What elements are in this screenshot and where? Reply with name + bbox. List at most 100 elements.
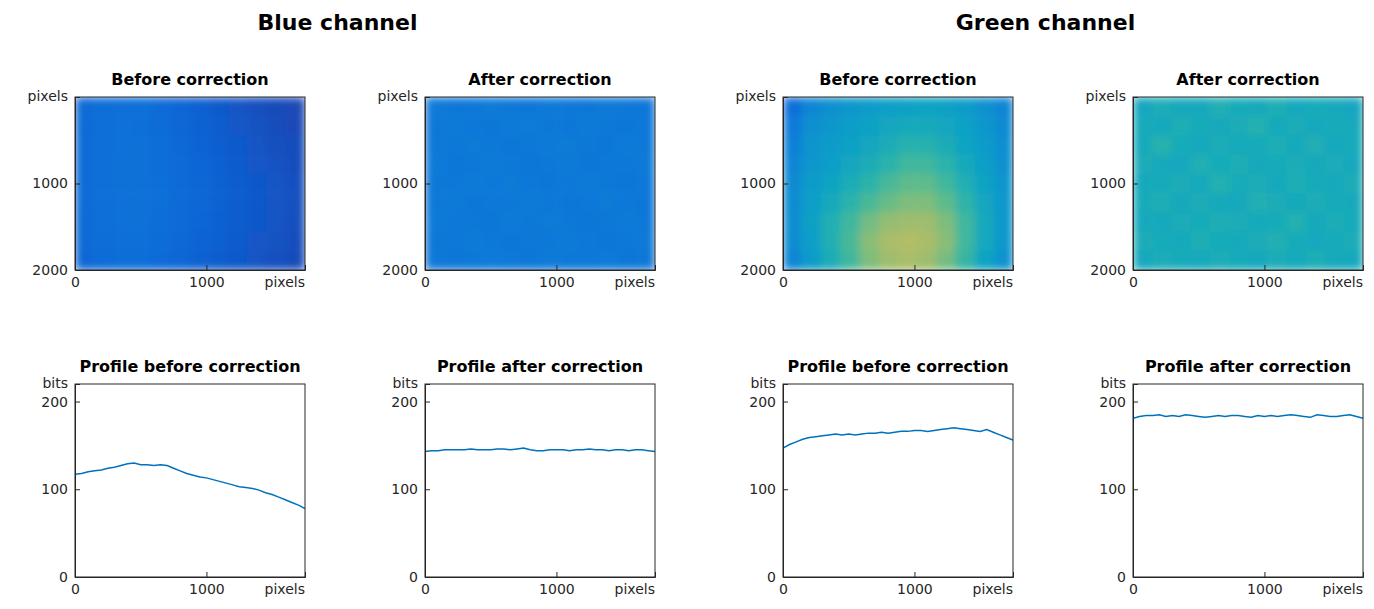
cell — [444, 174, 464, 194]
cell — [898, 135, 918, 155]
tick-mark — [75, 402, 80, 403]
cell — [1210, 174, 1230, 194]
panel: 010000100200pixelsbitsProfile after corr… — [1099, 357, 1363, 597]
axis-line — [1134, 265, 1364, 271]
cell — [152, 193, 172, 213]
cell — [286, 232, 305, 252]
cell — [1344, 193, 1363, 213]
cell — [1152, 193, 1172, 213]
cell — [171, 251, 191, 270]
cell — [1229, 135, 1249, 155]
tick: 1000 — [189, 265, 225, 290]
cell — [94, 212, 114, 232]
cell — [1286, 174, 1306, 194]
cell — [248, 116, 268, 136]
cell — [636, 174, 655, 194]
cell — [1344, 97, 1363, 117]
cell — [209, 251, 229, 270]
cell — [113, 212, 133, 232]
cell — [1344, 251, 1363, 270]
cell — [444, 135, 464, 155]
plot-area — [1133, 415, 1363, 419]
cell — [286, 193, 305, 213]
tick-label: 0 — [779, 581, 788, 597]
cell — [1152, 232, 1172, 252]
tick: 2000 — [740, 262, 788, 278]
cell — [1191, 97, 1211, 117]
cell — [821, 116, 841, 136]
cell — [917, 135, 937, 155]
cell — [917, 155, 937, 175]
tick-label: 0 — [779, 274, 788, 290]
cell — [444, 97, 464, 117]
tick-mark — [425, 184, 430, 185]
cell — [483, 232, 503, 252]
cell — [1171, 193, 1191, 213]
image — [1133, 97, 1363, 270]
tick: 1000 — [740, 175, 788, 191]
cell — [841, 251, 861, 270]
y-axis: 0100200 — [1099, 385, 1138, 585]
cell — [578, 193, 598, 213]
cell — [228, 232, 248, 252]
cell — [860, 135, 880, 155]
cell — [75, 97, 95, 117]
cell — [286, 135, 305, 155]
cell — [1229, 155, 1249, 175]
cell — [879, 97, 899, 117]
panel: 0100010002000pixelspixelsAfter correctio… — [1086, 70, 1364, 290]
cell — [425, 212, 445, 232]
tick: 0 — [409, 569, 430, 585]
cell — [1133, 232, 1153, 252]
cell — [1171, 135, 1191, 155]
cell — [598, 193, 618, 213]
cell — [463, 251, 483, 270]
cell — [521, 174, 541, 194]
cell — [975, 155, 995, 175]
cell — [502, 174, 522, 194]
cell — [209, 116, 229, 136]
tick-mark — [1264, 572, 1265, 577]
cell — [171, 155, 191, 175]
cell — [483, 155, 503, 175]
cell — [502, 212, 522, 232]
panel: 0100010002000pixelspixelsBefore correcti… — [28, 70, 306, 290]
panel-title: Profile after correction — [1145, 357, 1351, 376]
cell — [879, 155, 899, 175]
cell — [841, 97, 861, 117]
tick-mark — [425, 577, 430, 578]
cell — [248, 155, 268, 175]
y-axis-title: bits — [750, 375, 776, 391]
cell — [783, 193, 803, 213]
axis-line — [1134, 385, 1139, 578]
panel-title: Before correction — [819, 70, 976, 89]
cell — [1286, 155, 1306, 175]
cell — [1133, 116, 1153, 136]
cell — [578, 116, 598, 136]
cell — [598, 97, 618, 117]
tick-label: 1000 — [382, 175, 418, 191]
x-axis-title: pixels — [615, 274, 655, 290]
cell — [190, 116, 210, 136]
cell — [94, 97, 114, 117]
cell — [540, 212, 560, 232]
cell — [860, 212, 880, 232]
cell — [94, 155, 114, 175]
cell — [1248, 212, 1268, 232]
cell — [425, 232, 445, 252]
cell — [209, 155, 229, 175]
tick-label: 1000 — [1247, 274, 1283, 290]
cell — [171, 193, 191, 213]
tick-mark — [425, 402, 430, 403]
tick-label: 0 — [421, 274, 430, 290]
cell — [1344, 232, 1363, 252]
cell — [1286, 232, 1306, 252]
cell — [578, 97, 598, 117]
cell — [75, 155, 95, 175]
cell — [617, 155, 637, 175]
tick-mark — [1264, 265, 1265, 270]
cell — [1171, 116, 1191, 136]
cell — [1248, 155, 1268, 175]
image — [783, 97, 1013, 270]
cell — [636, 212, 655, 232]
